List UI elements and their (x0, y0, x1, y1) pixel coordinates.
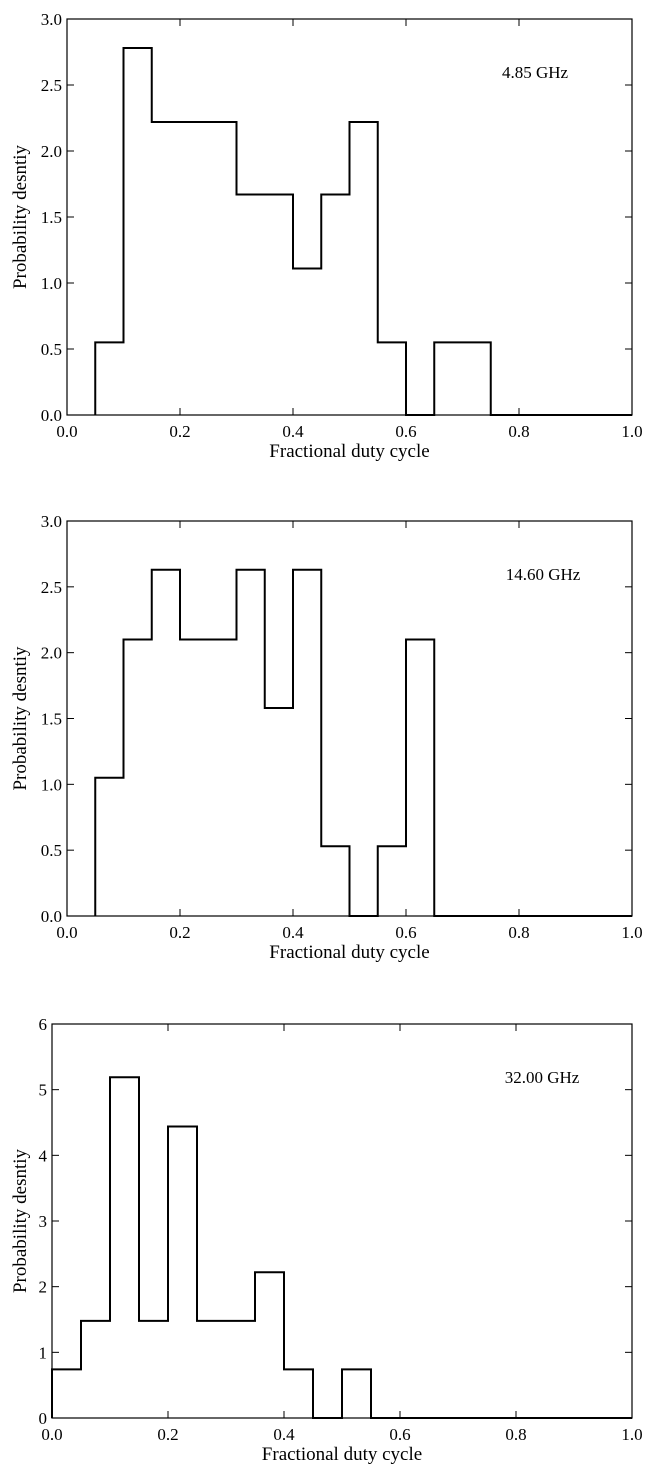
y-tick-label: 1.5 (41, 208, 62, 227)
histogram-bar (139, 1321, 168, 1418)
y-tick-label: 2.0 (41, 644, 62, 663)
y-tick-label: 0.5 (41, 340, 62, 359)
histogram-bar (152, 570, 180, 916)
chart-2: 0.0 0.2 0.4 0.6 0.8 1.0 0.0 0.5 1.0 1.5 2.0 2.5 3.0 F… (10, 512, 643, 963)
histogram-bar (152, 122, 180, 415)
histogram-bar (124, 48, 152, 415)
x-tick-label: 0.8 (505, 1425, 526, 1444)
histogram-bar (293, 570, 321, 916)
x-tick-label: 0.0 (41, 1425, 62, 1444)
histogram-bar (378, 846, 406, 916)
histogram-bar (168, 1126, 197, 1418)
y-tick-label: 3.0 (41, 512, 62, 531)
y-tick-label: 1.0 (41, 775, 62, 794)
histogram-bar (180, 640, 208, 917)
chart-1: 0.0 0.2 0.4 0.6 0.8 1.0 0.0 0.5 1.0 1.5 2.0 2.5 3.0 F… (10, 10, 643, 462)
y-tick-label: 1.0 (41, 274, 62, 293)
histogram-bar (226, 1321, 255, 1418)
x-axis-label: Fractional duty cycle (269, 942, 429, 963)
histogram-bar (208, 640, 236, 917)
histogram-bar (342, 1369, 371, 1418)
frequency-annotation: 14.60 GHz (506, 565, 581, 584)
histogram-bar (124, 640, 152, 917)
histogram-bar (95, 778, 123, 916)
y-tick-label: 2 (39, 1278, 48, 1297)
y-tick-label: 2.0 (41, 142, 62, 161)
x-tick-label: 0.0 (56, 923, 77, 942)
x-tick-label: 0.6 (389, 1425, 410, 1444)
x-axis-label: Fractional duty cycle (269, 441, 429, 462)
histogram-bar (434, 342, 462, 415)
histogram-outline (94, 568, 632, 917)
y-tick-label: 6 (39, 1015, 48, 1034)
frequency-annotation: 4.85 GHz (502, 63, 569, 82)
histogram-bar (321, 195, 349, 415)
chart-3: 0.0 0.2 0.4 0.6 0.8 1.0 0 1 2 3 4 5 6 Fractional duty… (10, 1015, 643, 1465)
histogram-bar (208, 122, 236, 415)
y-tick-label: 3.0 (41, 10, 62, 29)
x-tick-label: 0.8 (508, 923, 529, 942)
y-tick-label: 0.5 (41, 841, 62, 860)
histogram-outline (51, 1076, 632, 1419)
histogram-outline (94, 47, 632, 416)
x-tick-label: 1.0 (621, 422, 642, 441)
x-tick-label: 1.0 (621, 923, 642, 942)
histogram-bar (284, 1369, 313, 1418)
histogram-bar (463, 342, 491, 415)
histogram-bar (237, 195, 265, 415)
y-tick-label: 4 (39, 1146, 48, 1165)
frequency-annotation: 32.00 GHz (505, 1068, 580, 1087)
y-tick-label: 1 (39, 1343, 48, 1362)
x-tick-label: 0.0 (56, 422, 77, 441)
y-axis-label: Probability desntiy (10, 1148, 31, 1293)
y-axis-label: Probability desntiy (10, 646, 31, 791)
x-tick-label: 0.2 (169, 422, 190, 441)
x-axis-label: Fractional duty cycle (262, 1444, 422, 1465)
y-tick-label: 0.0 (41, 907, 62, 926)
y-tick-label: 2.5 (41, 76, 62, 95)
x-tick-label: 1.0 (621, 1425, 642, 1444)
y-tick-label: 2.5 (41, 578, 62, 597)
histogram-bar (81, 1321, 110, 1418)
x-tick-label: 0.6 (395, 422, 416, 441)
x-tick-label: 0.8 (508, 422, 529, 441)
y-axis-label: Probability desntiy (10, 144, 31, 289)
histogram-bar (265, 195, 293, 415)
y-tick-label: 3 (39, 1212, 48, 1231)
x-tick-label: 0.2 (169, 923, 190, 942)
histogram-bar (180, 122, 208, 415)
histogram-bar (321, 846, 349, 916)
histogram-bar (237, 570, 265, 916)
histogram-bar (378, 342, 406, 415)
x-tick-label: 0.4 (282, 923, 304, 942)
histogram-bar (110, 1077, 139, 1418)
y-tick-label: 1.5 (41, 710, 62, 729)
x-tick-label: 0.4 (273, 1425, 295, 1444)
histogram-bar (406, 640, 434, 917)
x-tick-label: 0.6 (395, 923, 416, 942)
histogram-bar (52, 1369, 81, 1418)
y-tick-label: 5 (39, 1081, 48, 1100)
histogram-bar (95, 342, 123, 415)
histogram-bar (265, 708, 293, 916)
histogram-bar (197, 1321, 226, 1418)
y-tick-label: 0.0 (41, 406, 62, 425)
y-tick-label: 0 (39, 1409, 48, 1428)
x-tick-label: 0.2 (157, 1425, 178, 1444)
histogram-bar (350, 122, 378, 415)
x-tick-label: 0.4 (282, 422, 304, 441)
histogram-bar (255, 1272, 284, 1418)
histogram-bar (293, 268, 321, 415)
